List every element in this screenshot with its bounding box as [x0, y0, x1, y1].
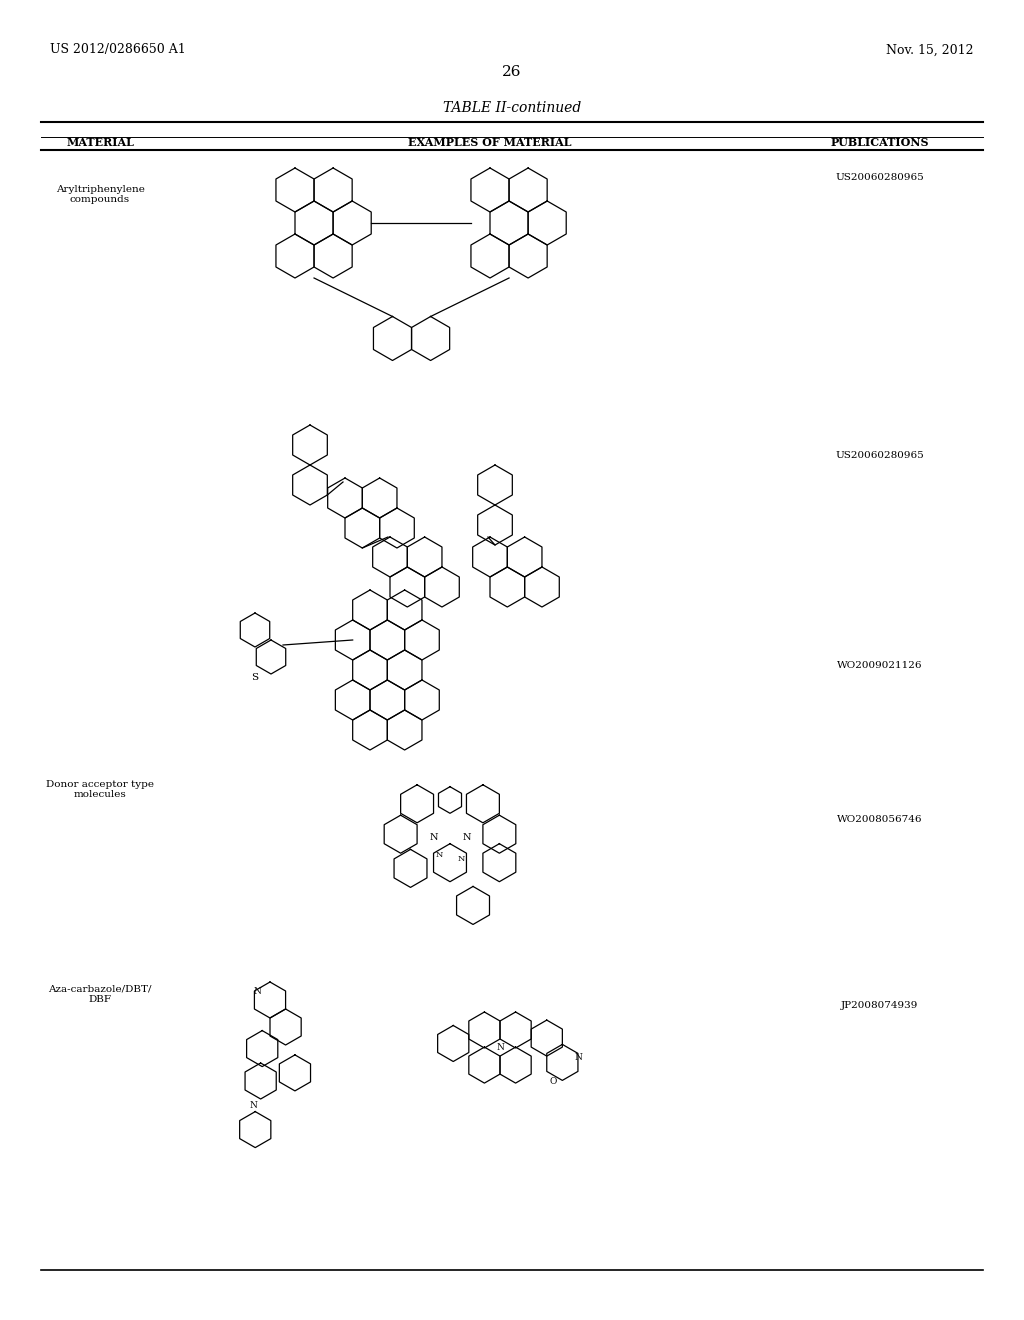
Text: US20060280965: US20060280965 [836, 450, 925, 459]
Text: Nov. 15, 2012: Nov. 15, 2012 [887, 44, 974, 57]
Text: Aza-carbazole/DBT/
DBF: Aza-carbazole/DBT/ DBF [48, 985, 152, 1005]
Text: Aryltriphenylene
compounds: Aryltriphenylene compounds [55, 185, 144, 205]
Text: N: N [574, 1052, 582, 1061]
Text: O: O [549, 1077, 557, 1086]
Text: S: S [252, 672, 259, 681]
Text: Donor acceptor type
molecules: Donor acceptor type molecules [46, 780, 154, 800]
Text: EXAMPLES OF MATERIAL: EXAMPLES OF MATERIAL [409, 137, 571, 149]
Text: TABLE II-continued: TABLE II-continued [442, 102, 582, 115]
Text: US 2012/0286650 A1: US 2012/0286650 A1 [50, 44, 185, 57]
Text: N: N [429, 833, 438, 842]
Text: N: N [254, 986, 261, 995]
Text: JP2008074939: JP2008074939 [842, 1001, 919, 1010]
Text: WO2009021126: WO2009021126 [838, 660, 923, 669]
Text: N: N [496, 1043, 504, 1052]
Text: N: N [250, 1101, 257, 1110]
Text: N: N [458, 855, 465, 863]
Text: US20060280965: US20060280965 [836, 173, 925, 182]
Text: N: N [436, 851, 443, 859]
Text: N: N [462, 833, 471, 842]
Text: 26: 26 [502, 65, 522, 79]
Text: PUBLICATIONS: PUBLICATIONS [830, 137, 929, 149]
Text: WO2008056746: WO2008056746 [838, 816, 923, 825]
Text: MATERIAL: MATERIAL [67, 137, 134, 149]
